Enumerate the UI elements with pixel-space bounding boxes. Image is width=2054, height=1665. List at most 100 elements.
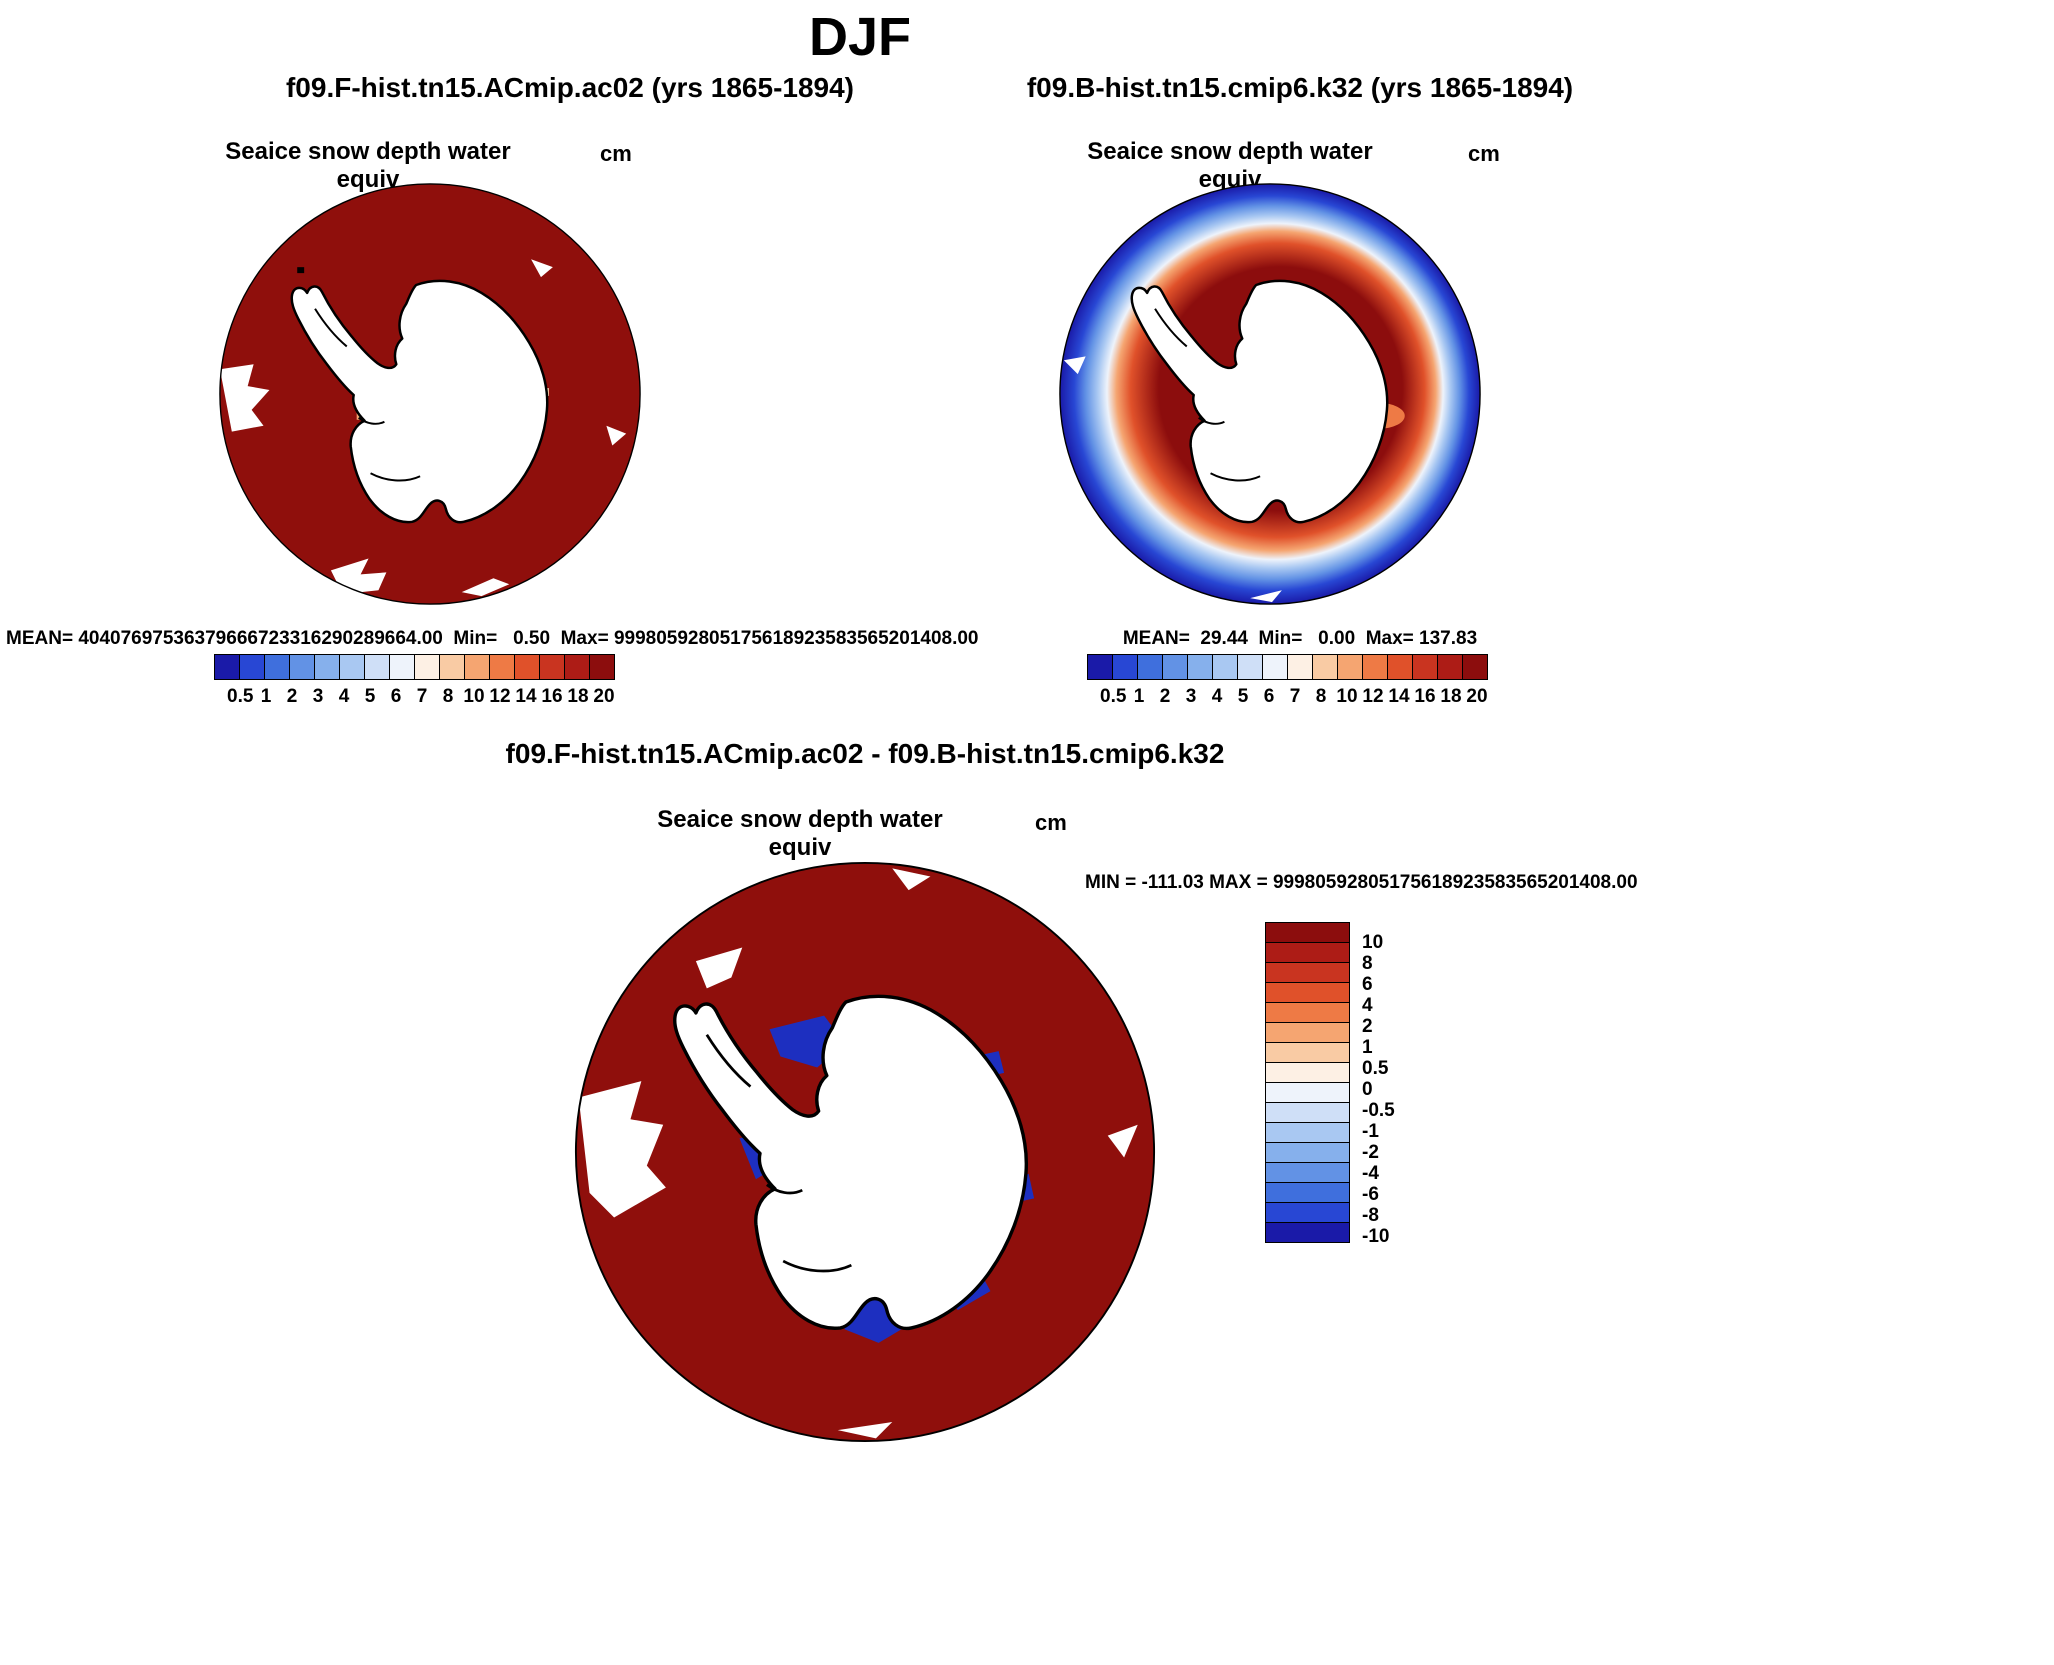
- colorbar-tick: 20: [1466, 686, 1488, 707]
- colorbar-cell: [1287, 654, 1313, 680]
- colorbar-cell: [1265, 1062, 1350, 1083]
- colorbar-cell: [564, 654, 590, 680]
- colorbar-tick: 12: [1362, 686, 1384, 707]
- colorbar-tick: 16: [1414, 686, 1436, 707]
- colorbar-tick: -2: [1362, 1142, 1379, 1163]
- panel-subtitle-diff: Seaice snow depth water equiv: [657, 806, 943, 861]
- map-left: [219, 183, 641, 605]
- colorbar-tick: 0.5: [1100, 686, 1127, 707]
- colorbar-cell: [1265, 1122, 1350, 1143]
- colorbar-tick: 7: [416, 686, 428, 707]
- colorbar-tick: 14: [515, 686, 537, 707]
- coast-speck: [297, 267, 305, 274]
- colorbar-tick: 2: [1159, 686, 1171, 707]
- colorbar-cell: [1265, 1102, 1350, 1123]
- stats-right: MEAN= 29.44 Min= 0.00 Max= 137.83: [1122, 628, 1478, 649]
- colorbar-cell: [1362, 654, 1388, 680]
- colorbar-tick: 5: [1237, 686, 1249, 707]
- colorbar-tick: -1: [1362, 1121, 1379, 1142]
- colorbar-diff-labels: 10 8 6 4 2 1 0.5 0 -0.5 -1 -2 -4 -6 -8 -…: [1362, 932, 1395, 1247]
- colorbar-cell: [264, 654, 290, 680]
- colorbar-cell: [1212, 654, 1238, 680]
- colorbar-cell: [1265, 1022, 1350, 1043]
- colorbar-diff: [1265, 922, 1350, 1243]
- units-label-diff: cm: [1035, 810, 1067, 835]
- colorbar-cell: [1237, 654, 1263, 680]
- colorbar-tick: -6: [1362, 1184, 1379, 1205]
- colorbar-cell: [314, 654, 340, 680]
- colorbar-cell: [1265, 962, 1350, 983]
- colorbar-tick: 0.5: [1362, 1058, 1389, 1079]
- colorbar-tick: 12: [489, 686, 511, 707]
- colorbar-cell: [1265, 1042, 1350, 1063]
- map-diff-boundary-circle: [574, 861, 1156, 1443]
- colorbar-cell: [214, 654, 240, 680]
- colorbar-tick: 8: [442, 686, 454, 707]
- colorbar-tick: 4: [338, 686, 350, 707]
- map-left-data-gaps: [219, 259, 627, 597]
- colorbar-tick: 20: [593, 686, 615, 707]
- colorbar-tick: 3: [312, 686, 324, 707]
- colorbar-tick: 16: [541, 686, 563, 707]
- colorbar-tick: 5: [364, 686, 376, 707]
- units-label-right: cm: [1468, 141, 1500, 166]
- colorbar-right-labels: 0.5 1 2 3 4 5 6 7 8 10 12 14 16 18 20: [1087, 686, 1490, 708]
- colorbar-cell: [489, 654, 515, 680]
- colorbar-cell: [1265, 1162, 1350, 1183]
- map-diff: [574, 861, 1156, 1443]
- colorbar-tick: 4: [1211, 686, 1223, 707]
- colorbar-cell: [1265, 1002, 1350, 1023]
- colorbar-cell: [1265, 1142, 1350, 1163]
- colorbar-tick: -4: [1362, 1163, 1379, 1184]
- colorbar-cell: [1265, 1182, 1350, 1203]
- colorbar-cell: [1265, 942, 1350, 963]
- page-title: DJF: [808, 7, 911, 67]
- colorbar-cell: [1437, 654, 1463, 680]
- colorbar-tick: 18: [1440, 686, 1462, 707]
- colorbar-tick: 0.5: [227, 686, 254, 707]
- colorbar-cell: [1265, 922, 1350, 943]
- map-right-boundary-circle: [1059, 183, 1481, 605]
- colorbar-cell: [1265, 1202, 1350, 1223]
- colorbar-tick: -8: [1362, 1205, 1379, 1226]
- colorbar-cell: [1265, 1082, 1350, 1103]
- colorbar-cell: [339, 654, 365, 680]
- colorbar-cell: [1312, 654, 1338, 680]
- colorbar-tick: 6: [1362, 974, 1373, 995]
- colorbar-tick: 1: [260, 686, 272, 707]
- map-diff-data-gaps: [578, 868, 1138, 1439]
- colorbar-cell: [1087, 654, 1113, 680]
- colorbar-tick: 10: [1336, 686, 1358, 707]
- colorbar-cell: [1412, 654, 1438, 680]
- colorbar-tick: 10: [463, 686, 485, 707]
- panel-subtitle-left: Seaice snow depth water equiv: [225, 138, 511, 193]
- colorbar-cell: [1462, 654, 1488, 680]
- colorbar-cell: [589, 654, 615, 680]
- colorbar-cell: [1265, 982, 1350, 1003]
- colorbar-left: [214, 654, 615, 680]
- colorbar-tick: 14: [1388, 686, 1410, 707]
- colorbar-cell: [1337, 654, 1363, 680]
- colorbar-cell: [414, 654, 440, 680]
- colorbar-cell: [539, 654, 565, 680]
- panel-title-right: f09.B-hist.tn15.cmip6.k32 (yrs 1865-1894…: [1026, 72, 1574, 103]
- colorbar-cell: [1162, 654, 1188, 680]
- colorbar-tick: 1: [1362, 1037, 1373, 1058]
- colorbar-cell: [364, 654, 390, 680]
- colorbar-cell: [1387, 654, 1413, 680]
- map-right: [1059, 183, 1481, 605]
- colorbar-cell: [1187, 654, 1213, 680]
- minmax-diff: MIN = -111.03 MAX = 99980592805175618923…: [1085, 872, 1638, 893]
- colorbar-cell: [514, 654, 540, 680]
- colorbar-tick: 8: [1315, 686, 1327, 707]
- colorbar-cell: [464, 654, 490, 680]
- colorbar-tick: 2: [286, 686, 298, 707]
- colorbar-tick: 7: [1289, 686, 1301, 707]
- colorbar-cell: [439, 654, 465, 680]
- colorbar-right: [1087, 654, 1488, 680]
- colorbar-tick: 0: [1362, 1079, 1373, 1100]
- colorbar-cell: [289, 654, 315, 680]
- colorbar-tick: 6: [390, 686, 402, 707]
- units-label-left: cm: [600, 141, 632, 166]
